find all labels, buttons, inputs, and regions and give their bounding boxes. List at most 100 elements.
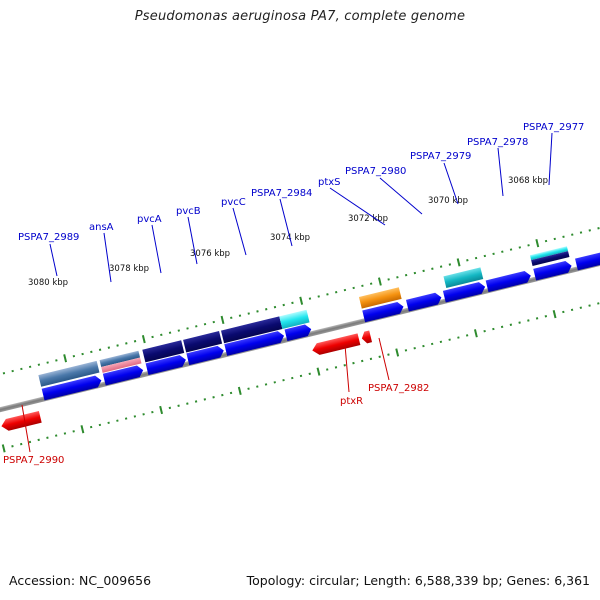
scale-tick-minor [11, 369, 14, 373]
scale-tick-minor [177, 329, 181, 332]
scale-tick-minor [518, 321, 521, 324]
scale-tick-minor [20, 367, 23, 371]
forward-gene-labels: PSPA7_2989 ansA pvcA pvcB pvcC PSPA7_298… [18, 122, 584, 283]
scale-tick-minor [291, 301, 294, 305]
scale-tick-minor [562, 310, 565, 314]
cds-arrow-PSPA7_2990[interactable] [0, 411, 42, 432]
scale-tick-minor [579, 231, 583, 234]
scale-tick-major [552, 309, 557, 319]
genome-summary-text: Topology: circular; Length: 6,588,339 bp… [246, 573, 590, 588]
scale-tick-minor [317, 295, 320, 298]
scale-tick-minor [238, 314, 242, 317]
scale-tick-major [535, 239, 540, 248]
gene-label-pvcA[interactable]: pvcA [137, 214, 162, 225]
gene-feature-ansA-rna[interactable] [101, 357, 142, 373]
scale-tick-minor [562, 235, 565, 238]
gene-label-ansA[interactable]: ansA [89, 222, 114, 233]
scale-tick-minor [387, 353, 390, 356]
cds-arrow-PSPA7_2977[interactable] [533, 260, 573, 281]
scale-tick-minor [212, 320, 215, 324]
scale-tick-minor [46, 436, 49, 439]
scale-tick-minor [107, 346, 111, 349]
gene-label-PSPA7_2977[interactable]: PSPA7_2977 [523, 122, 584, 133]
cds-arrow-ansA[interactable] [102, 364, 145, 386]
gene-feature-PSPA7_2977[interactable] [529, 246, 569, 261]
cds-arrow-pvcA[interactable] [145, 354, 188, 376]
scale-tick-major [220, 315, 225, 325]
gene-label-PSPA7_2979[interactable]: PSPA7_2979 [410, 151, 471, 162]
scale-tick-minor [570, 308, 574, 312]
scale-tick-minor [282, 378, 285, 382]
scale-ticks-bottom [1, 302, 600, 453]
cds-arrow-ptxS[interactable] [362, 301, 405, 323]
scale-tick-minor [168, 406, 172, 410]
cds-arrow-pvcC[interactable] [224, 330, 285, 356]
gene-label-PSPA7_2984[interactable]: PSPA7_2984 [251, 188, 312, 199]
scale-tick-minor [396, 276, 399, 279]
scale-tick-minor [553, 237, 556, 241]
scale-tick-minor [588, 304, 591, 307]
scale-tick-minor [422, 344, 425, 348]
scale-tick-minor [247, 312, 250, 315]
cds-arrow-offscreen[interactable] [575, 247, 600, 271]
gene-label-PSPA7_2978[interactable]: PSPA7_2978 [467, 137, 528, 148]
gene-feature-ptxS[interactable] [358, 287, 402, 309]
scale-tick-minor [256, 385, 259, 388]
scale-tick-major [141, 334, 146, 344]
scale-tick-minor [273, 305, 277, 309]
cds-arrow-ptxR[interactable] [311, 333, 361, 356]
cds-arrow-PSPA7_2989[interactable] [41, 374, 103, 401]
scale-tick-minor [116, 344, 119, 347]
scale-tick-minor [212, 396, 215, 399]
scale-tick-minor [527, 319, 530, 322]
gene-feature-PSPA7_2984[interactable] [279, 309, 310, 330]
scale-tick-minor [37, 438, 40, 442]
cds-arrow-PSPA7_2982[interactable] [360, 330, 373, 344]
cds-arrow-PSPA7_2978[interactable] [485, 270, 533, 293]
cds-arrow-PSPA7_2979[interactable] [442, 281, 487, 303]
scale-tick-minor [439, 340, 443, 344]
scale-tick-minor [465, 334, 469, 337]
scale-tick-minor [527, 244, 530, 247]
scale-tick-minor [195, 325, 198, 328]
gene-feature-ansA[interactable] [99, 350, 141, 367]
scale-tick-major [316, 367, 321, 376]
scale-tick-minor [448, 338, 451, 341]
scale-tick-minor [11, 445, 14, 448]
scale-tick-minor [343, 288, 347, 292]
gene-feature-PSPA7_2979[interactable] [443, 267, 484, 289]
gene-feature-pvcB[interactable] [183, 331, 223, 353]
scale-tick-minor [483, 329, 486, 333]
gene-label-PSPA7_2989[interactable]: PSPA7_2989 [18, 232, 79, 243]
cds-arrow-PSPA7_2984[interactable] [284, 323, 313, 342]
map-title: Pseudomonas aeruginosa PA7, complete gen… [134, 9, 466, 24]
gene-label-ptxR[interactable]: ptxR [340, 396, 363, 407]
scale-tick-minor [544, 315, 548, 318]
scale-tick-minor [177, 404, 180, 407]
scale-label: 3068 kbp [508, 176, 548, 186]
scale-tick-minor [535, 317, 539, 320]
gene-label-pvcB[interactable]: pvcB [176, 206, 201, 217]
scale-tick-major [63, 354, 68, 363]
gene-label-pvcC[interactable]: pvcC [221, 197, 246, 208]
gene-feature-PSPA7_2977-b[interactable] [531, 251, 570, 266]
scale-tick-minor [308, 297, 312, 300]
scale-tick-minor [186, 402, 189, 405]
gene-feature-PSPA7_2989[interactable] [38, 360, 100, 387]
scale-tick-minor [133, 340, 137, 343]
gene-label-ptxS[interactable]: ptxS [318, 177, 341, 188]
scale-tick-minor [597, 227, 600, 230]
gene-feature-pvcC[interactable] [220, 316, 283, 344]
cds-arrow-PSPA7_2980[interactable] [405, 292, 443, 312]
gene-label-PSPA7_2982[interactable]: PSPA7_2982 [368, 383, 429, 394]
gene-feature-row [38, 246, 570, 387]
gene-label-PSPA7_2990[interactable]: PSPA7_2990 [3, 455, 64, 466]
scale-tick-minor [107, 421, 110, 425]
scale-tick-minor [352, 286, 355, 290]
scale-tick-minor [308, 372, 311, 375]
gene-feature-pvcA[interactable] [142, 340, 185, 363]
cds-arrow-pvcB[interactable] [186, 345, 225, 366]
scale-tick-minor [422, 269, 425, 273]
gene-label-PSPA7_2980[interactable]: PSPA7_2980 [345, 166, 406, 177]
scale-tick-minor [98, 348, 102, 351]
